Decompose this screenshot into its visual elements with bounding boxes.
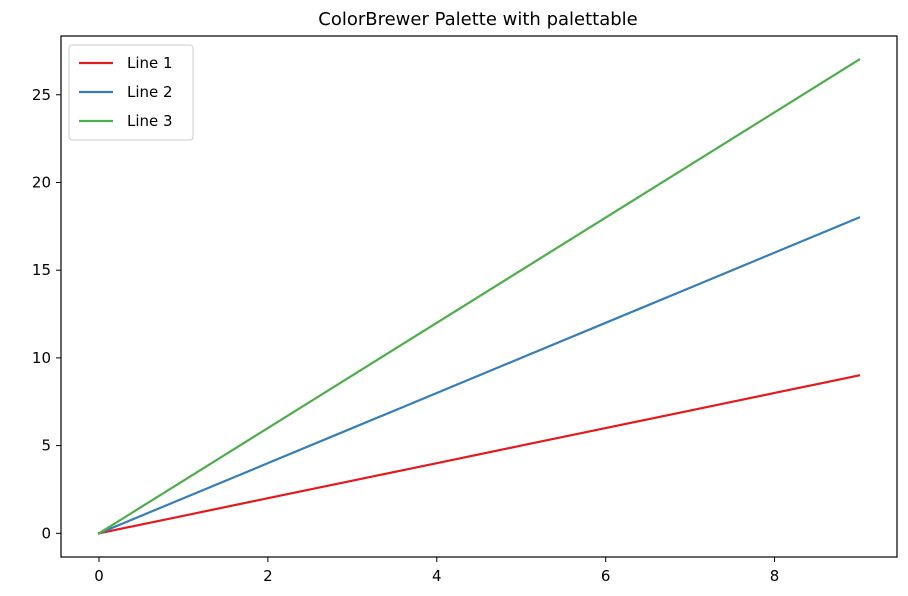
x-tick-label: 8 bbox=[770, 567, 780, 585]
series-line-3 bbox=[97, 58, 861, 535]
chart-title: ColorBrewer Palette with palettable bbox=[318, 9, 638, 30]
y-tick-label: 15 bbox=[32, 261, 51, 279]
y-axis: 0 5 10 15 20 25 bbox=[32, 86, 61, 542]
legend: Line 1 Line 2 Line 3 bbox=[68, 44, 194, 141]
x-tick-label: 6 bbox=[601, 567, 611, 585]
legend-label-3: Line 3 bbox=[127, 112, 173, 130]
y-tick-label: 0 bbox=[41, 524, 51, 542]
legend-label-1: Line 1 bbox=[127, 54, 173, 72]
series-line-2 bbox=[97, 216, 861, 535]
x-tick-label: 2 bbox=[263, 567, 273, 585]
plot-frame bbox=[60, 35, 898, 558]
x-tick-label: 4 bbox=[432, 567, 442, 585]
legend-label-2: Line 2 bbox=[127, 83, 173, 101]
legend-box bbox=[68, 44, 194, 141]
series-line-1 bbox=[97, 374, 861, 535]
x-axis: 0 2 4 6 8 bbox=[94, 557, 779, 585]
plot-lines bbox=[97, 58, 861, 535]
y-tick-label: 20 bbox=[32, 173, 51, 191]
y-tick-label: 5 bbox=[41, 437, 51, 455]
y-tick-label: 25 bbox=[32, 86, 51, 104]
x-tick-label: 0 bbox=[94, 567, 104, 585]
y-tick-label: 10 bbox=[32, 349, 51, 367]
